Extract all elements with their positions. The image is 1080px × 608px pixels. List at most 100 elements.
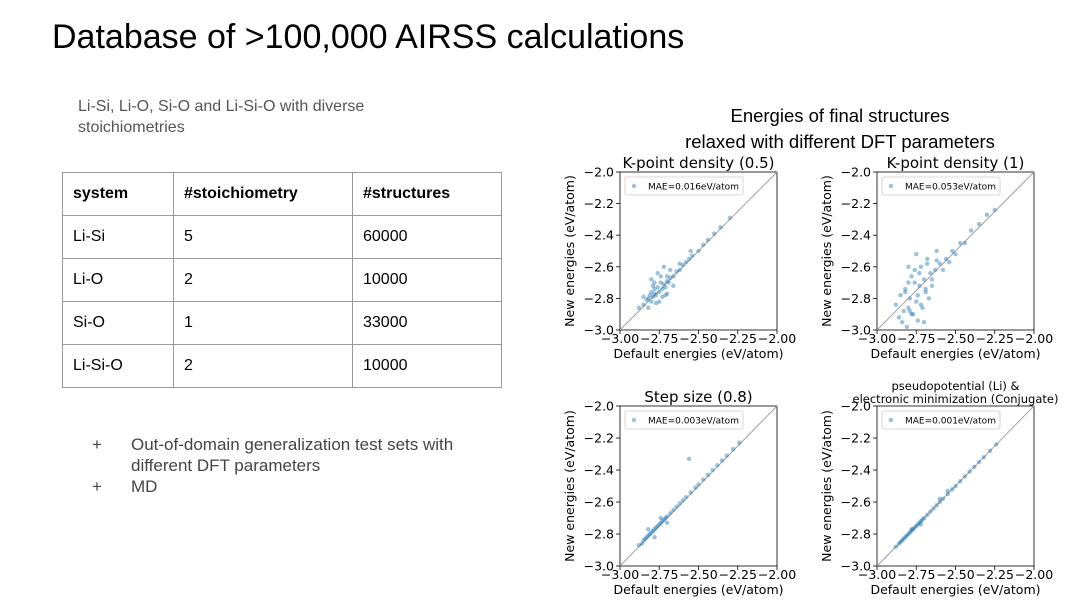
data-point bbox=[661, 517, 667, 522]
slide-title: Database of >100,000 AIRSS calculations bbox=[52, 18, 685, 56]
data-point bbox=[917, 283, 922, 288]
y-tick-label: −2.4 bbox=[841, 463, 871, 478]
data-point bbox=[898, 293, 903, 298]
y-axis-label: New energies (eV/atom) bbox=[562, 175, 577, 327]
x-tick-label: −2.25 bbox=[719, 331, 757, 346]
data-point bbox=[906, 264, 911, 269]
legend-box bbox=[881, 410, 1001, 430]
data-point bbox=[921, 515, 927, 521]
data-point bbox=[967, 469, 972, 474]
bullet-mark: + bbox=[92, 477, 102, 496]
data-point bbox=[914, 251, 919, 257]
data-point bbox=[901, 536, 906, 541]
data-point bbox=[647, 293, 653, 298]
data-point bbox=[658, 520, 664, 525]
x-tick-label: −2.00 bbox=[758, 567, 796, 582]
data-point bbox=[915, 293, 921, 298]
data-point bbox=[660, 286, 665, 292]
data-point bbox=[896, 315, 902, 320]
data-point bbox=[655, 270, 660, 276]
data-point bbox=[664, 520, 670, 525]
data-point bbox=[646, 533, 651, 538]
data-point bbox=[918, 264, 924, 269]
table-cell: Li-Si-O bbox=[62, 344, 174, 388]
data-point bbox=[917, 520, 922, 525]
subtitle: Li-Si, Li-O, Si-O and Li-Si-O with diver… bbox=[78, 98, 365, 136]
data-point bbox=[923, 289, 928, 295]
data-point bbox=[953, 251, 958, 257]
data-point bbox=[934, 248, 939, 254]
y-tick-label: −2.4 bbox=[841, 228, 871, 243]
data-point bbox=[910, 527, 916, 532]
data-point bbox=[904, 533, 910, 538]
y-tick-label: −2.2 bbox=[841, 196, 871, 211]
data-point bbox=[934, 258, 939, 263]
x-tick-label: −2.25 bbox=[719, 567, 757, 582]
data-point bbox=[642, 536, 648, 541]
data-point bbox=[912, 280, 917, 285]
plots-heading-line: Energies of final structures bbox=[730, 105, 950, 126]
data-point bbox=[727, 215, 733, 221]
data-point bbox=[915, 522, 921, 527]
data-point bbox=[715, 463, 720, 468]
data-point bbox=[636, 305, 642, 311]
data-point bbox=[925, 261, 930, 266]
data-point bbox=[987, 448, 993, 453]
chart-title: electronic minimization (Conjugate) bbox=[853, 392, 1059, 406]
data-point bbox=[649, 530, 654, 535]
y-tick-label: −2.2 bbox=[584, 431, 614, 446]
data-point bbox=[937, 496, 942, 501]
data-point bbox=[664, 514, 670, 519]
data-point bbox=[661, 264, 667, 269]
scatter-panel: −3.00 −2.75 −2.50 −2.25 −2.00 −3.0 −2.8 −2.6 −2.… bbox=[562, 154, 796, 361]
data-point bbox=[644, 297, 649, 303]
y-tick-label: −3.0 bbox=[841, 559, 871, 574]
y-axis-label: New energies (eV/atom) bbox=[819, 175, 834, 327]
data-point bbox=[962, 474, 968, 479]
y-tick-label: −2.8 bbox=[841, 291, 871, 306]
data-point bbox=[650, 528, 656, 533]
data-point bbox=[992, 207, 997, 213]
x-axis-label: Default energies (eV/atom) bbox=[870, 582, 1040, 597]
data-point bbox=[686, 256, 692, 262]
y-tick-label: −3.0 bbox=[841, 323, 871, 338]
data-point bbox=[680, 498, 685, 503]
x-tick-label: −3.00 bbox=[601, 331, 639, 346]
data-point bbox=[903, 535, 908, 540]
list-item: + Out-of-domain generalization test sets… bbox=[92, 434, 511, 476]
data-point bbox=[953, 483, 958, 489]
data-point bbox=[947, 259, 952, 265]
data-point bbox=[646, 527, 651, 532]
y-tick-label: −2.8 bbox=[584, 527, 614, 542]
data-point bbox=[928, 509, 933, 514]
data-point bbox=[641, 538, 646, 543]
scatter-panel: −3.00 −2.75 −2.50 −2.25 −2.00 −3.0 −2.8 −2.6 −2.… bbox=[819, 154, 1053, 361]
data-point bbox=[950, 487, 955, 492]
data-point bbox=[683, 259, 689, 265]
data-point bbox=[666, 280, 671, 285]
table-row: Li-Si-O 2 10000 bbox=[62, 344, 502, 388]
table-row: Li-Si 5 60000 bbox=[62, 215, 502, 259]
data-point bbox=[710, 467, 715, 473]
data-point bbox=[657, 522, 662, 527]
scatter-panel: −3.00 −2.75 −2.50 −2.25 −2.00 −3.0 −2.8 −2.6 −2.… bbox=[819, 379, 1058, 597]
data-point bbox=[906, 305, 911, 311]
data-point bbox=[677, 267, 682, 273]
data-point bbox=[671, 283, 676, 288]
data-point bbox=[647, 531, 653, 537]
data-point bbox=[652, 535, 657, 540]
data-point bbox=[934, 503, 939, 508]
data-point bbox=[653, 300, 659, 306]
data-point bbox=[663, 515, 668, 521]
x-tick-label: −2.50 bbox=[679, 567, 717, 582]
y-tick-label: −2.8 bbox=[584, 291, 614, 306]
data-point bbox=[909, 528, 914, 533]
data-point bbox=[907, 530, 913, 535]
data-point bbox=[649, 277, 654, 282]
data-point bbox=[658, 515, 664, 521]
data-point bbox=[705, 237, 711, 243]
data-point bbox=[921, 277, 927, 282]
identity-line bbox=[619, 405, 778, 567]
data-point bbox=[680, 263, 685, 268]
